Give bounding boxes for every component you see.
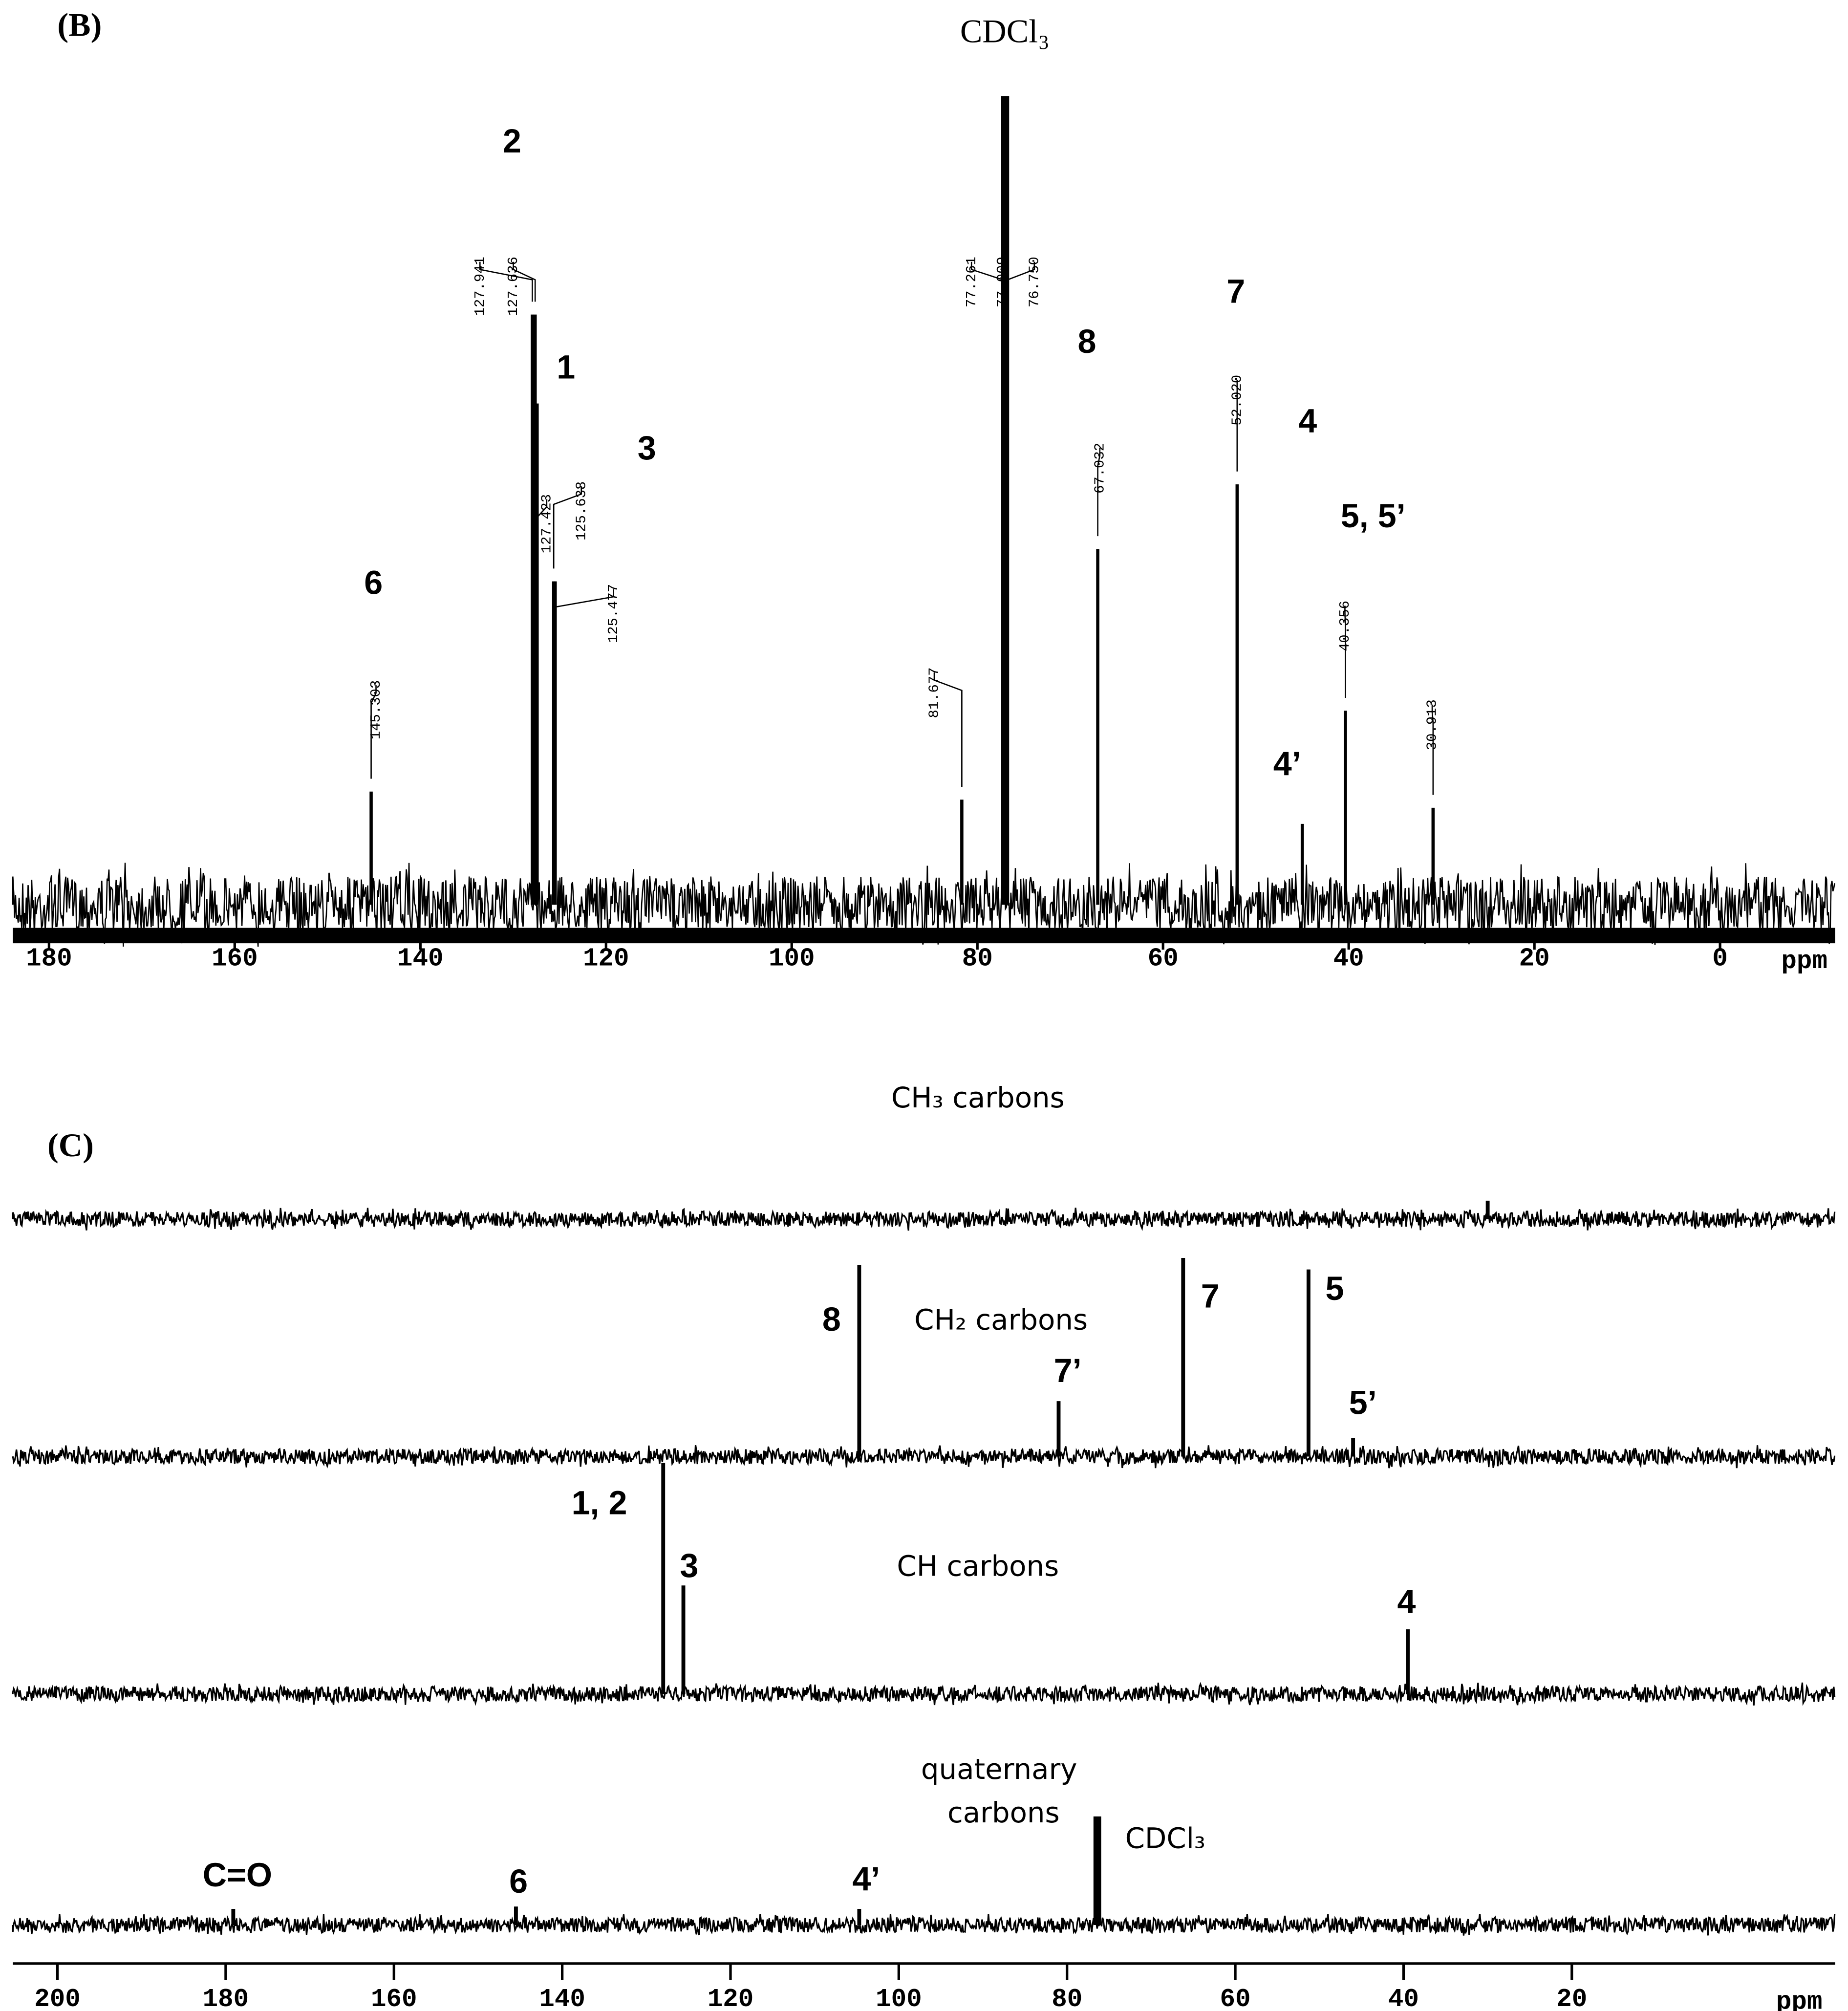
x-tick-label: 120	[583, 944, 629, 973]
peak-connector	[536, 499, 548, 522]
peak-connector	[1431, 704, 1434, 795]
peak-connector	[554, 589, 614, 612]
x-tick-label: 140	[539, 1985, 585, 2011]
trace-name: CH carbons	[897, 1550, 1059, 1583]
x-tick-label: 100	[769, 944, 815, 973]
x-tick-label: 0	[1712, 944, 1728, 973]
x-tick-label: 160	[212, 944, 258, 973]
assignment-label: 1	[557, 348, 575, 386]
assignment-label: 4’	[1273, 745, 1301, 782]
x-tick-label: 180	[203, 1985, 249, 2011]
trace-name: quaternary carbons	[921, 1752, 1086, 1829]
x-tick-label: 20	[1556, 1985, 1587, 2011]
noise	[12, 1445, 1836, 1469]
peak-connector	[479, 261, 533, 302]
assignment-label: 3	[638, 430, 656, 467]
peak-connector	[553, 486, 582, 569]
peak-connector	[1001, 261, 1006, 285]
x-tick-label: 100	[876, 1985, 922, 2011]
peak-connector	[370, 685, 377, 779]
x-tick-label: 140	[397, 944, 444, 973]
assignment-label: CDCl₃	[1125, 1821, 1205, 1855]
peak-connector	[933, 672, 963, 787]
assignment-label: 7’	[1054, 1352, 1082, 1389]
assignment-label: 4	[1397, 1583, 1416, 1621]
baseline-band	[13, 928, 1835, 944]
x-axis-unit: ppm	[1776, 1987, 1823, 2011]
peak-connector	[1097, 448, 1101, 537]
x-tick-label: 200	[34, 1985, 81, 2011]
peak-connector	[1007, 261, 1035, 285]
assignment-label: 2	[503, 123, 521, 160]
assignment-label: 6	[509, 1863, 528, 1900]
trace-name: CH₃ carbons	[891, 1081, 1065, 1114]
x-tick-label: 20	[1519, 944, 1550, 973]
assignment-label: 4	[1298, 403, 1317, 440]
noise	[12, 1913, 1836, 1936]
x-tick-label: 60	[1148, 944, 1179, 973]
x-tick-label: 120	[708, 1985, 754, 2011]
trace-name: CH₂ carbons	[914, 1303, 1088, 1336]
assignment-label: 7	[1226, 273, 1245, 310]
assignment-label: 5, 5’	[1341, 497, 1406, 535]
x-axis-unit: ppm	[1781, 947, 1827, 976]
x-tick-label: 160	[371, 1985, 417, 2011]
assignment-label: 6	[364, 564, 383, 602]
noise	[12, 1682, 1836, 1707]
noise	[12, 1208, 1836, 1232]
x-tick-label: 60	[1220, 1985, 1251, 2011]
assignment-label: 7	[1201, 1278, 1220, 1315]
assignment-label: 8	[822, 1301, 841, 1338]
panel-label: (C)	[47, 1126, 94, 1164]
panel-label: (B)	[57, 6, 102, 43]
assignment-label: 3	[680, 1547, 698, 1584]
x-tick-label: 80	[1052, 1985, 1082, 2011]
x-tick-label: 80	[962, 944, 993, 973]
assignment-label: 4’	[852, 1860, 880, 1898]
assignment-label: 1, 2	[572, 1484, 627, 1521]
assignment-label: 5	[1325, 1270, 1344, 1307]
x-tick-label: 40	[1333, 944, 1364, 973]
chart-title: CDCl₃	[960, 13, 1050, 50]
assignment-label: C=O	[203, 1857, 272, 1894]
assignment-label: 8	[1078, 323, 1096, 360]
x-tick-label: 180	[26, 944, 72, 973]
x-tick-label: 40	[1388, 1985, 1419, 2011]
assignment-label: 5’	[1349, 1384, 1377, 1422]
peak-connector	[970, 261, 1004, 285]
peak-connector	[513, 261, 536, 302]
